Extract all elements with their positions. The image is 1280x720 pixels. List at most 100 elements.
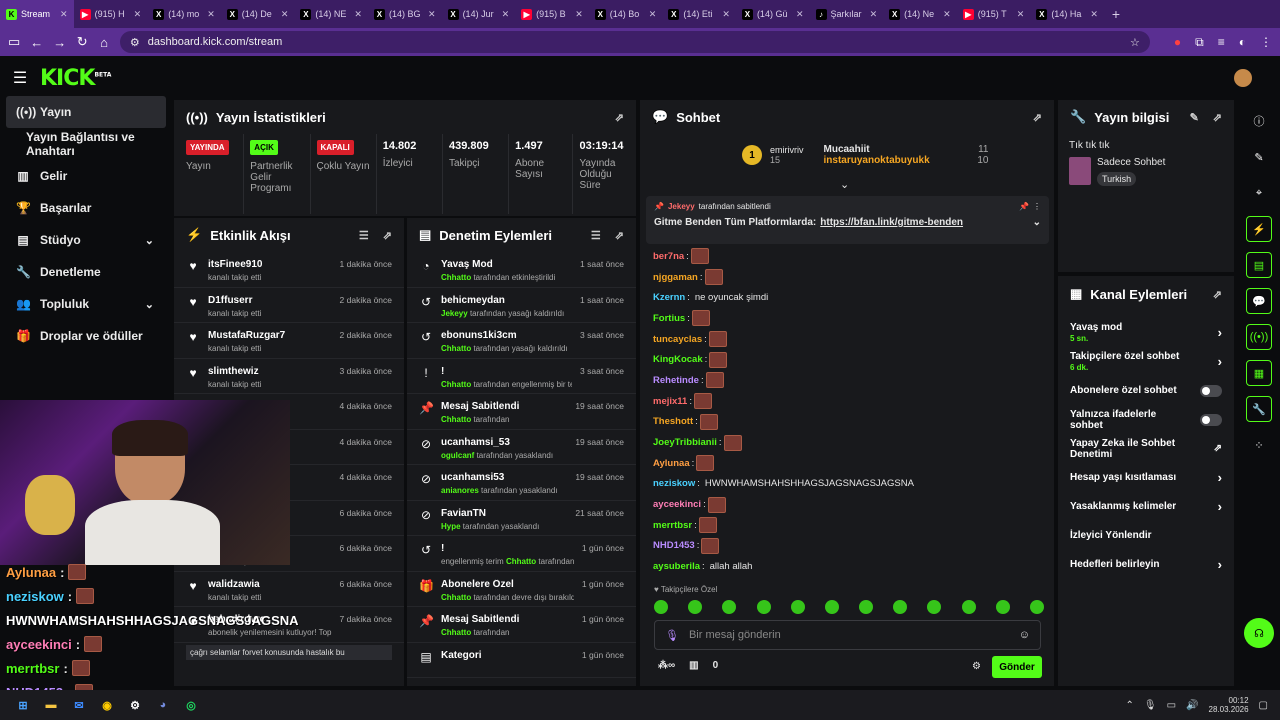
channel-action-item[interactable]: Yapay Zeka ile Sohbet Denetimi ⇗ <box>1058 434 1234 463</box>
popout-icon[interactable]: ⇗ <box>614 229 624 242</box>
notification-icon[interactable]: ▢ <box>1258 699 1268 711</box>
edit-icon[interactable]: ✎ <box>1189 111 1199 124</box>
moderator-name[interactable]: Chhatto <box>505 557 537 566</box>
close-tab-icon[interactable]: ✕ <box>648 8 657 19</box>
chat-username[interactable]: mejix11 <box>653 395 688 407</box>
infinity-icon[interactable]: ⁂∞ <box>658 660 676 671</box>
moderation-row[interactable]: ⊘ ucanhamsi_53 ogulcanf tarafından yasakla… <box>407 430 636 465</box>
activity-user[interactable]: MustafaRuzgar7 <box>208 330 286 341</box>
emote-shortcut[interactable] <box>756 600 771 614</box>
chat-message[interactable]: aysuberila: allah allah <box>653 556 1048 577</box>
menu-icon[interactable]: ⋮ <box>1259 34 1272 49</box>
moderation-row[interactable]: ↺ behicmeydan Jekeyy tarafından yasağı kal… <box>407 288 636 323</box>
leader-3[interactable]: instaruyanoktabuyukk 10 <box>824 155 989 166</box>
chat-username[interactable]: Theshott <box>653 416 694 428</box>
channel-action-item[interactable]: Abonelere özel sohbet <box>1058 376 1234 405</box>
sidebar-item[interactable]: ▤ Stüdyo ⌄ <box>0 224 172 256</box>
close-tab-icon[interactable]: ✕ <box>60 8 68 19</box>
sidebar-item[interactable]: 🔧 Denetleme <box>0 256 172 288</box>
address-bar[interactable]: ⚙ dashboard.kick.com/stream ☆ <box>119 31 1150 53</box>
apps-icon[interactable]: ⁘ <box>1254 439 1264 452</box>
tray-chevron-icon[interactable]: ⌃ <box>1125 699 1134 711</box>
chat-message[interactable]: Aylunaa: <box>653 453 1048 474</box>
close-tab-icon[interactable]: ✕ <box>354 8 362 19</box>
chat-message[interactable]: njggaman: <box>653 267 1048 288</box>
moderator-name[interactable]: anianores <box>441 486 479 495</box>
browser-tab[interactable]: X (14) BG ✕ <box>368 0 442 28</box>
browser-tab[interactable]: X (14) Eti ✕ <box>662 0 736 28</box>
chat-message[interactable]: Rehetinde: <box>653 370 1048 391</box>
browser-tab[interactable]: X (14) Gü ✕ <box>736 0 810 28</box>
chat-message[interactable]: ber7na: <box>653 246 1048 267</box>
moderator-name[interactable]: Chhatto <box>441 273 472 282</box>
more-icon[interactable]: ⋮ <box>1033 202 1041 211</box>
windows-start-icon[interactable]: ⊞ <box>18 699 28 712</box>
chat-message[interactable]: Theshott: <box>653 412 1048 433</box>
emote-shortcut[interactable] <box>995 600 1010 614</box>
category-thumbnail[interactable] <box>1069 157 1091 185</box>
kick-points-icon[interactable]: ▥ <box>689 660 699 671</box>
toggle-switch[interactable] <box>1200 413 1222 426</box>
outlook-icon[interactable]: ✉ <box>74 699 84 712</box>
activity-user[interactable]: walidzawia <box>208 578 260 590</box>
emote-shortcut[interactable] <box>859 600 874 614</box>
moderator-name[interactable]: Chhatto <box>441 628 472 637</box>
chat-username[interactable]: aysuberila <box>653 561 700 573</box>
moderation-row[interactable]: ⊘ FavianTN Hype tarafından yasaklandı 21 sa… <box>407 501 636 536</box>
activity-row[interactable]: ♥ MustafaRuzgar7 kanalı takip etti 2 dakika… <box>174 323 404 359</box>
moderator-name[interactable]: Chhatto <box>441 415 472 424</box>
pinned-link[interactable]: https://bfan.link/gitme-benden <box>820 217 964 228</box>
chat-username[interactable]: Fortius <box>653 312 686 324</box>
chat-username[interactable]: neziskow <box>653 478 696 490</box>
activity-row[interactable]: ♥ D1ffuserr kanalı takip etti 2 dakika önce <box>174 288 404 323</box>
chevron-right-icon[interactable]: › <box>1217 325 1222 340</box>
chat-username[interactable]: njggaman <box>653 271 698 283</box>
profile-icon[interactable]: ◐ <box>1238 34 1246 49</box>
moderation-row[interactable]: 🎁 Abonelere Özel Chhatto tarafından devre … <box>407 572 636 607</box>
sidebar-toggle-icon[interactable]: ▭ <box>8 34 21 49</box>
leader-2[interactable]: Mucaahiit 11 <box>824 144 989 155</box>
emote-shortcut[interactable] <box>790 600 805 614</box>
browser-tab[interactable]: X (14) Jur ✕ <box>442 0 516 28</box>
popout-icon[interactable]: ⇗ <box>1212 288 1222 301</box>
chevron-down-icon[interactable]: ⌄ <box>144 234 154 247</box>
channel-action-item[interactable]: Yalnızca ifadelerle sohbet <box>1058 405 1234 434</box>
channel-action-item[interactable]: Hedefleri belirleyin › <box>1058 550 1234 579</box>
forward-icon[interactable]: → <box>53 34 67 50</box>
moderator-name[interactable]: ogulcanf <box>441 450 475 460</box>
browser-tab[interactable]: X (14) mo ✕ <box>147 0 221 28</box>
chat-username[interactable]: Rehetinde <box>653 374 699 386</box>
popout-icon[interactable]: ⇗ <box>1212 111 1222 124</box>
discord-icon[interactable]: ◕ <box>159 699 167 711</box>
mic-icon[interactable]: 🎙 <box>1143 699 1157 711</box>
chat-message[interactable]: Kzernn: ne oyuncak şimdi <box>653 287 1048 308</box>
close-tab-icon[interactable]: ✕ <box>501 8 510 19</box>
activity-icon[interactable]: ⚡ <box>1246 216 1272 242</box>
close-tab-icon[interactable]: ✕ <box>1016 8 1025 19</box>
activity-row[interactable]: ♥ itsFinee910 kanalı takip etti 1 dakika ön… <box>174 252 404 288</box>
sidebar-item[interactable]: ((•)) Yayın <box>6 96 166 128</box>
menu-burger-icon[interactable]: ☰ <box>12 70 28 87</box>
moderator-name[interactable]: Chhatto <box>441 344 472 353</box>
emoji-icon[interactable]: ☺ <box>1018 629 1030 641</box>
spotify-icon[interactable]: ◎ <box>186 699 196 712</box>
browser-tab[interactable]: X (14) Bo ✕ <box>589 0 663 28</box>
chat-input[interactable]: 🎙 Bir mesaj gönderin ☺ <box>654 620 1041 650</box>
leader-name[interactable]: emirivriv <box>770 145 804 155</box>
emote-shortcut[interactable] <box>688 600 703 614</box>
activity-user[interactable]: itsFinee910 <box>208 259 263 270</box>
channel-action-item[interactable]: Yavaş mod 5 sn. › <box>1058 318 1234 347</box>
extensions-puzzle-icon[interactable]: ⧉ <box>1195 34 1204 49</box>
close-tab-icon[interactable]: ✕ <box>722 8 730 19</box>
chevron-right-icon[interactable]: › <box>1217 499 1222 514</box>
bookmark-star-icon[interactable]: ☆ <box>1130 36 1140 49</box>
chat-username[interactable]: merrtbsr <box>653 519 693 531</box>
toggle-switch[interactable] <box>1200 384 1222 397</box>
browser-tab[interactable]: X (14) De ✕ <box>221 0 295 28</box>
info-icon[interactable]: ⓘ <box>1253 116 1265 128</box>
media-icon[interactable]: ≡ <box>1217 34 1225 49</box>
activity-row[interactable]: ♥ walidzawia kanalı takip etti 6 dakika önc… <box>174 572 404 607</box>
moderation-row[interactable]: ◔ Yavaş Mod Chhatto tarafından etkinleştir… <box>407 252 636 288</box>
close-tab-icon[interactable]: ✕ <box>1090 8 1098 19</box>
chat-username[interactable]: NHD1453 <box>653 540 695 552</box>
